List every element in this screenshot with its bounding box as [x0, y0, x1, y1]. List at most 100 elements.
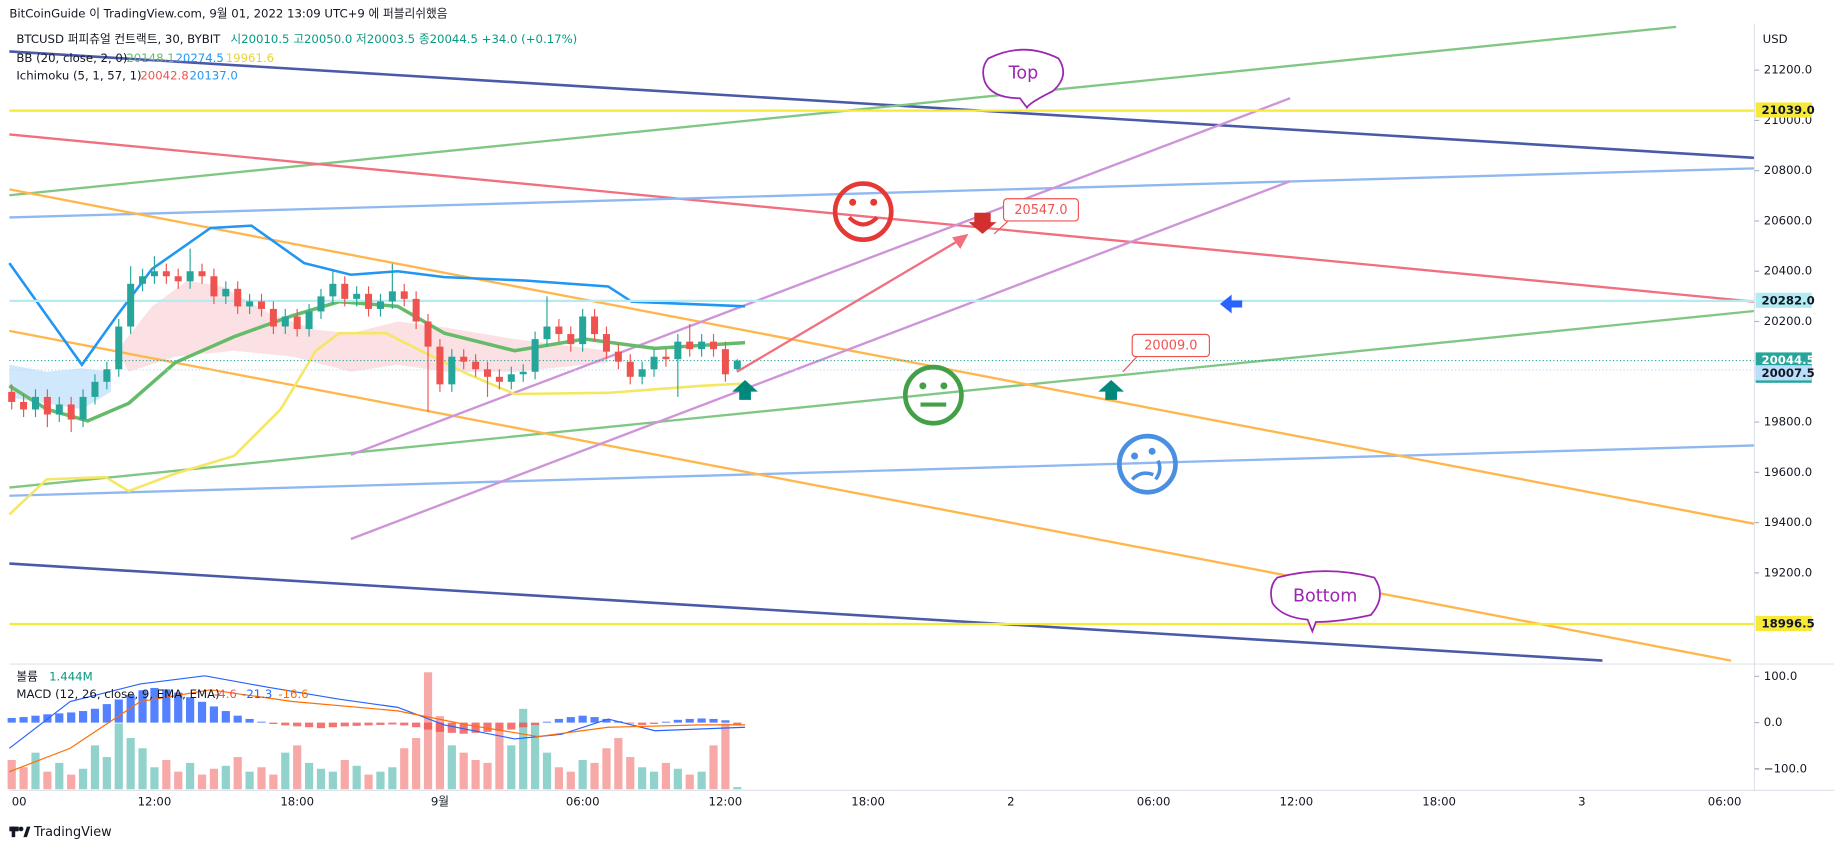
candle-body [436, 346, 444, 385]
volume-bar [507, 745, 516, 790]
candle-body [210, 276, 218, 297]
candle-body [150, 271, 158, 277]
macd-bar [186, 697, 195, 723]
macd-bar [602, 718, 611, 723]
x-tick-label: 12:00 [1280, 795, 1314, 809]
volume-bar [102, 757, 111, 790]
macd-bar [209, 706, 219, 723]
volume-bar [626, 757, 635, 790]
candle-body [365, 293, 373, 309]
macd-bar [328, 722, 337, 728]
price-label-box [1755, 102, 1812, 118]
candle-body [460, 356, 468, 362]
trend-line [9, 329, 1732, 662]
trend-line [9, 133, 1755, 303]
callout-text: Top [1008, 64, 1039, 84]
volume-bar [661, 762, 671, 790]
volume-bar [519, 708, 528, 790]
volume-bar [495, 730, 504, 790]
volume-bar [614, 738, 623, 790]
macd-bar [661, 721, 671, 723]
candle-body [710, 341, 718, 350]
macd-bar [412, 722, 421, 728]
macd-bar [102, 704, 111, 723]
volume-bar [78, 768, 88, 790]
price-note [1002, 198, 1079, 222]
volume-bar [542, 752, 552, 790]
candle-body [424, 321, 432, 347]
volume-bar [352, 765, 361, 790]
volume-bar [174, 771, 183, 790]
macd-bar [376, 722, 385, 725]
trend-line [9, 444, 1755, 497]
macd-bar [55, 713, 64, 723]
macd-bar [721, 720, 730, 723]
bb-legend: BB (20, close, 2, 0) [16, 51, 127, 65]
publisher-line: BitCoinGuide 이 TradingView.com, 9월 01, 2… [9, 7, 447, 21]
candle-body [234, 288, 242, 307]
volume-bar [162, 759, 171, 790]
volume-bar [638, 767, 647, 790]
candle-body [127, 283, 135, 327]
x-tick-label: 06:00 [1137, 795, 1171, 809]
volume-bar [721, 723, 730, 790]
candle-body [293, 316, 301, 330]
candle-body [353, 293, 361, 299]
candle-body [31, 396, 39, 410]
volume-bar [19, 767, 28, 790]
y-tick-label: 21200.0 [1764, 63, 1812, 77]
volume-bar [388, 767, 397, 790]
volume-bar [423, 672, 433, 790]
candle-body [567, 334, 575, 345]
candle-body [329, 283, 337, 297]
candle-body [674, 341, 682, 360]
macd-bar [697, 718, 706, 723]
price-label: 20007.5 [1761, 366, 1814, 380]
signal-line [9, 689, 746, 773]
candle-body [400, 291, 408, 299]
up-arrow [732, 379, 758, 400]
candle-body [412, 298, 420, 322]
volume-bar [554, 767, 563, 790]
volume-bar [138, 748, 147, 790]
candle-body [626, 361, 634, 377]
macd-tick-label: −100.0 [1764, 761, 1807, 775]
price-label: 21039.0 [1761, 103, 1814, 117]
macd-bar [281, 722, 290, 726]
candle-body [67, 404, 75, 420]
candle-body [662, 356, 670, 360]
macd-bar [150, 687, 159, 723]
bb-lower [8, 331, 746, 516]
x-tick-label: 3 [1578, 795, 1585, 809]
candle-body [281, 316, 289, 327]
macd-bar [733, 722, 742, 725]
candle-body [507, 374, 515, 382]
volume-bar [697, 771, 706, 790]
macd-tick-label: 0.0 [1764, 715, 1783, 729]
candle-body [602, 334, 610, 352]
volume-bar [400, 748, 409, 790]
candle-body [376, 301, 384, 309]
candle-body [555, 326, 563, 335]
candle-body [8, 391, 16, 402]
macd-bar [293, 722, 302, 727]
bb-upper [8, 224, 746, 367]
x-tick-label: 18:00 [280, 795, 314, 809]
volume-bar [304, 762, 314, 790]
volume-bar [209, 768, 219, 790]
volume-bar [114, 723, 123, 790]
x-tick-label: 06:00 [566, 795, 600, 809]
macd-bar [221, 711, 230, 723]
volume-bar [673, 768, 682, 790]
bb-value: 19961.6 [226, 51, 274, 65]
macd-bar [269, 722, 278, 725]
x-tick-label: 18:00 [851, 795, 885, 809]
volume-bar [649, 771, 659, 790]
candle-body [79, 396, 87, 420]
candle-body [638, 369, 646, 377]
macd-bar [126, 694, 135, 723]
macd-bar [364, 722, 373, 726]
price-label-box [1755, 615, 1812, 632]
volume-bar [590, 762, 599, 790]
